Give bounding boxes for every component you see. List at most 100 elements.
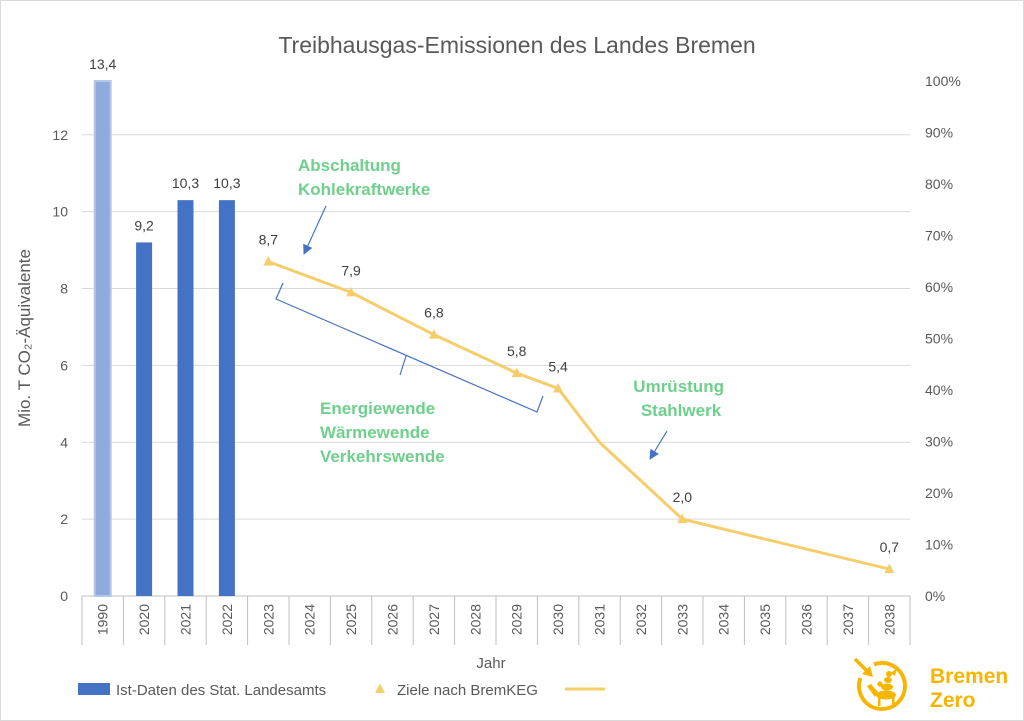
annotation-arrow xyxy=(303,205,327,255)
legend-bar-symbol xyxy=(78,683,110,695)
chart-title: Treibhausgas-Emissionen des Landes Breme… xyxy=(278,32,755,58)
annotation-line: Umrüstung xyxy=(633,377,724,396)
bar-series xyxy=(93,80,235,597)
y-tick-label-4: 4 xyxy=(60,434,68,450)
data-label-2020: 9,2 xyxy=(134,217,154,233)
y2-tick-label-30: 30% xyxy=(925,434,953,450)
data-label-2021: 10,3 xyxy=(172,175,199,191)
target-marker-2038 xyxy=(884,563,895,574)
data-label-2025: 7,9 xyxy=(341,262,361,278)
donkey-head xyxy=(867,684,878,697)
x-tick-label-2035: 2035 xyxy=(757,604,773,635)
annotation-abschaltung-text: Abschaltung Kohlekraftwerke xyxy=(298,156,430,199)
logo-arrow-head xyxy=(862,666,873,677)
logo-text-bremen: Bremen xyxy=(930,665,1008,688)
x-tick-label-2026: 2026 xyxy=(385,604,401,635)
y-tick-label-12: 12 xyxy=(52,127,68,143)
data-label-1990: 13,4 xyxy=(89,56,116,72)
annotation-line: Abschaltung xyxy=(298,156,401,175)
data-label-2027: 6,8 xyxy=(424,305,444,321)
x-tick-label-1990: 1990 xyxy=(95,604,111,635)
bar-2022 xyxy=(218,200,235,596)
y-tick-label-8: 8 xyxy=(60,281,68,297)
annotation-energiewende-text: Energiewende Wärmewende Verkehrswende xyxy=(320,399,445,466)
y2-tick-label-50: 50% xyxy=(925,331,953,347)
annotation-energiewende: Energiewende Wärmewende Verkehrswende xyxy=(275,282,544,466)
rooster-body xyxy=(886,671,892,677)
data-label-2038: 0,7 xyxy=(880,539,900,555)
x-tick-label-2027: 2027 xyxy=(426,604,442,635)
donkey-leg xyxy=(892,697,895,706)
axes: 0 2 4 6 8 10 12 0% 10% 20% 30% 40% 50% 60% 70% 80% 90% 10… xyxy=(52,73,961,645)
donkey-leg xyxy=(878,697,881,706)
y-tick-label-6: 6 xyxy=(60,357,68,373)
y2-tick-label-0: 0% xyxy=(925,588,945,604)
data-label-2030: 5,4 xyxy=(548,358,568,374)
x-tick-label-2031: 2031 xyxy=(592,604,608,635)
target-marker-2033 xyxy=(677,513,688,524)
annotation-bracket xyxy=(275,282,544,413)
target-marker-2027 xyxy=(428,329,439,339)
x-tick-label-2033: 2033 xyxy=(674,604,690,635)
y2-tick-label-80: 80% xyxy=(925,176,953,192)
bar-2021 xyxy=(177,200,194,596)
data-label-2022: 10,3 xyxy=(213,175,240,191)
legend-triangle-symbol xyxy=(375,683,385,693)
y2-tick-label-20: 20% xyxy=(925,485,953,501)
x-tick-label-2036: 2036 xyxy=(799,604,815,635)
y2-tick-label-40: 40% xyxy=(925,382,953,398)
y-tick-label-2: 2 xyxy=(60,511,68,527)
bremen-zero-logo: Bremen Zero xyxy=(853,657,1008,712)
x-axis-title: Jahr xyxy=(476,655,505,672)
annotation-umruestung: Umrüstung Stahlwerk xyxy=(633,377,728,460)
y2-tick-label-100: 100% xyxy=(925,73,961,89)
x-tick-label-2028: 2028 xyxy=(467,604,483,635)
legend-item-ist-daten: Ist-Daten des Stat. Landesamts xyxy=(78,682,326,699)
bar-2020 xyxy=(136,242,153,596)
x-tick-label-2038: 2038 xyxy=(881,604,897,635)
x-tick-label-2020: 2020 xyxy=(136,604,152,635)
logo-arrow-shaft xyxy=(853,657,869,673)
legend-label-ist-daten: Ist-Daten des Stat. Landesamts xyxy=(116,682,326,699)
annotation-abschaltung: Abschaltung Kohlekraftwerke xyxy=(298,156,430,255)
annotation-arrow xyxy=(649,430,668,460)
data-labels: 13,4 9,2 10,3 10,3 8,7 7,9 6,8 5,8 5,4 2,0 0,7 xyxy=(89,56,899,555)
legend-label-ziele: Ziele nach BremKEG xyxy=(397,682,538,699)
cat-body xyxy=(884,677,892,683)
y2-tick-label-10: 10% xyxy=(925,537,953,553)
x-tick-label-2034: 2034 xyxy=(716,604,732,635)
target-marker-series xyxy=(263,256,895,574)
x-tick-label-2029: 2029 xyxy=(509,604,525,635)
data-label-2029: 5,8 xyxy=(507,343,527,359)
y-axis-title: Mio. T CO₂-Äquivalente xyxy=(15,249,34,427)
x-tick-label-2023: 2023 xyxy=(260,604,276,635)
target-marker-2029 xyxy=(511,367,522,378)
x-tick-label-2022: 2022 xyxy=(219,604,235,635)
annotation-line: Energiewende xyxy=(320,399,435,418)
target-marker-2025 xyxy=(346,286,357,297)
dog-head xyxy=(877,681,883,687)
y-tick-label-10: 10 xyxy=(52,204,68,220)
logo-text-zero: Zero xyxy=(930,689,976,712)
annotation-line: Verkehrswende xyxy=(320,447,445,466)
x-tick-label-2024: 2024 xyxy=(302,604,318,635)
x-tick-label-2032: 2032 xyxy=(633,604,649,635)
legend: Ist-Daten des Stat. Landesamts Ziele nac… xyxy=(78,682,605,699)
annotation-umruestung-text: Umrüstung Stahlwerk xyxy=(633,377,728,420)
bar-1990 xyxy=(93,80,112,597)
annotation-line: Stahlwerk xyxy=(641,401,722,420)
annotation-line: Wärmewende xyxy=(320,423,430,442)
y2-tick-label-90: 90% xyxy=(925,125,953,141)
y2-tick-label-70: 70% xyxy=(925,228,953,244)
logo-ring xyxy=(856,660,907,711)
y2-tick-label-60: 60% xyxy=(925,279,953,295)
rooster-tail xyxy=(891,668,897,676)
bremen-zero-icon xyxy=(853,657,907,711)
donkey-body xyxy=(876,690,896,700)
legend-item-ziele: Ziele nach BremKEG xyxy=(375,682,538,699)
x-tick-label-2037: 2037 xyxy=(840,604,856,635)
data-label-2023: 8,7 xyxy=(259,232,279,248)
dog-body xyxy=(881,683,893,691)
